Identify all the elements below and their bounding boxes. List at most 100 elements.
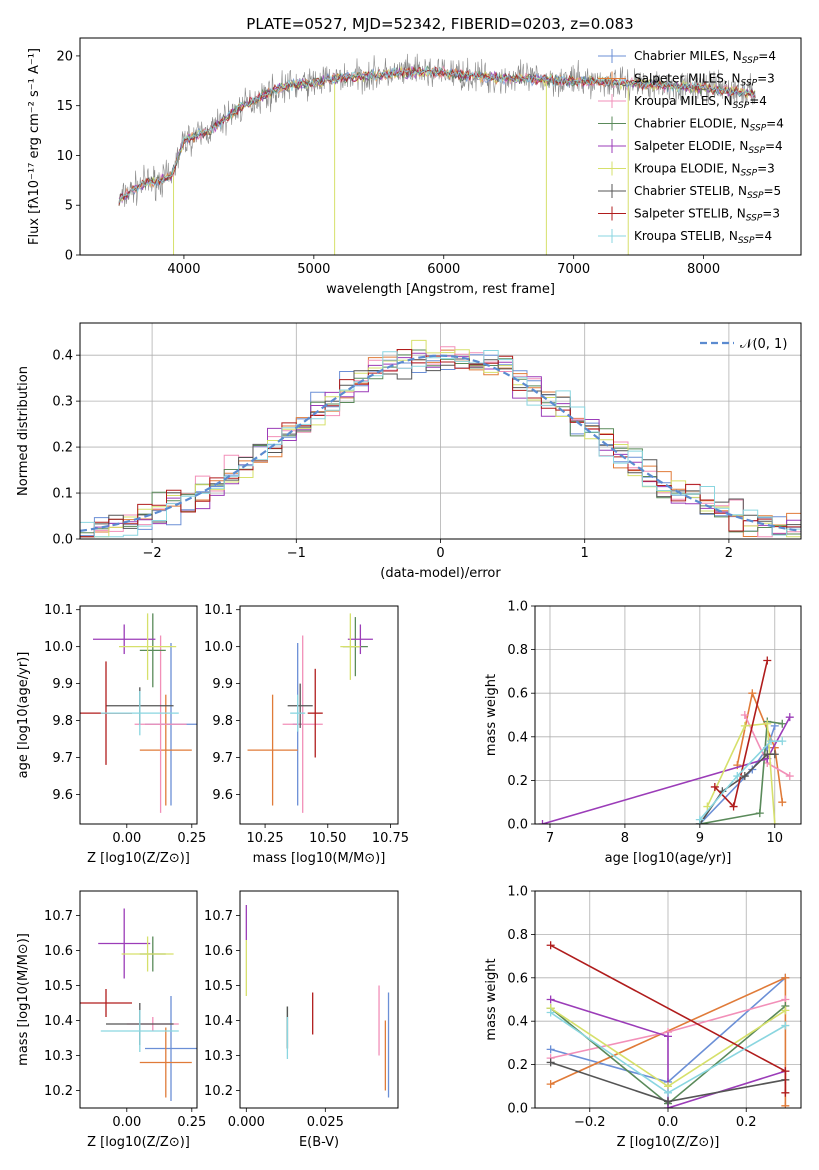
weight-point (710, 782, 719, 791)
error-bar-point (93, 624, 156, 655)
y-tick-label: 0.2 (507, 1058, 528, 1073)
legend-label: Chabrier STELIB, NSSP=5 (634, 184, 781, 201)
y-tick-label: 0.3 (52, 395, 73, 410)
weight-point (748, 689, 757, 698)
y-tick-label: 10.7 (204, 909, 233, 924)
panel-spectrum: 4000 5000 6000 7000 8000 0 5 10 15 20 wavelength [… (27, 37, 802, 297)
panel-mass-vs-ebv: 0.000 0.025 10.2 10.3 10.4 10.5 10.6 10.7 E(B-V) (204, 890, 399, 1150)
y-axis-label: Normed distribution (16, 366, 31, 496)
y-tick-label: 10.1 (204, 603, 233, 618)
x-tick-label: 9 (696, 831, 704, 846)
plot-area (546, 941, 790, 1108)
panel-weights-vs-Z: −0.2 0.0 0.2 0.0 0.2 0.4 0.6 0.8 1.0 Z [log10(Z/Z… (484, 885, 802, 1150)
weight-point (781, 1067, 790, 1076)
legend-label: Chabrier ELODIE, NSSP=4 (634, 117, 784, 134)
y-tick-label: 10.3 (204, 1049, 233, 1064)
error-bar-point (290, 694, 306, 732)
normal-curve (80, 354, 801, 532)
y-tick-label: 20 (56, 49, 73, 64)
weight-point (740, 711, 749, 719)
error-bar-point (287, 683, 313, 728)
axes-frame (79, 890, 198, 1109)
residual-histogram-9 (80, 350, 801, 538)
y-tick-label: 15 (56, 99, 73, 114)
axes-frame (239, 890, 399, 1109)
panel-residuals: −2 −1 0 1 2 0.0 0.1 0.2 0.3 0.4 (data-model)/error… (16, 322, 802, 581)
x-axis-label: mass [log10(M/M⊙)] (253, 851, 386, 866)
weight-point (778, 737, 787, 746)
error-bar-point (119, 613, 177, 680)
y-tick-label: 9.6 (212, 788, 233, 803)
y-tick-label: 0.0 (52, 533, 73, 548)
x-tick-label: 0.0 (658, 1115, 679, 1130)
x-tick-label: 0.00 (112, 1115, 141, 1130)
y-tick-label: 10.5 (44, 979, 73, 994)
x-tick-label: 6000 (427, 262, 460, 277)
y-axis-label: mass weight (484, 674, 499, 756)
error-bar-point (139, 1027, 192, 1098)
model-spectrum-8 (118, 66, 756, 206)
weight-point (781, 1021, 790, 1030)
plot-area (245, 905, 390, 1098)
x-tick-label: 0.00 (112, 831, 141, 846)
weight-series-4 (699, 720, 783, 824)
y-tick-label: 0.0 (507, 1102, 528, 1117)
y-axis-label: age [log10(age/yr)] (16, 652, 31, 779)
y-tick-label: 0.4 (507, 1015, 528, 1030)
plot-area (80, 613, 197, 813)
error-bar-point (100, 1010, 179, 1052)
error-bar-point (145, 996, 197, 1101)
y-tick-label: 0.6 (507, 971, 528, 986)
x-tick-label: 0.2 (736, 1115, 757, 1130)
panel-age-vs-Z: 0.00 0.25 9.6 9.7 9.8 9.9 10.0 10.1 Z [log10(Z/Z… (16, 603, 206, 866)
weight-point (763, 656, 772, 665)
y-axis-label: Flux [fλ10⁻¹⁷ erg cm⁻² s⁻¹ A⁻¹] (27, 48, 42, 245)
x-tick-label: 0 (436, 546, 444, 561)
y-tick-label: 0.8 (507, 928, 528, 943)
x-tick-label: 0.25 (177, 1115, 206, 1130)
weight-point (781, 1006, 790, 1015)
error-bar-point (282, 635, 323, 813)
weight-point (767, 737, 776, 746)
weight-point (546, 995, 555, 1004)
legend-label: Kroupa STELIB, NSSP=4 (634, 229, 772, 246)
plot-area (247, 613, 373, 813)
weight-point (664, 1032, 672, 1041)
legend-label: Kroupa ELODIE, NSSP=3 (634, 162, 775, 179)
y-tick-label: 9.8 (52, 714, 73, 729)
y-tick-label: 9.7 (212, 751, 233, 766)
legend-label: Kroupa MILES, NSSP=4 (634, 94, 767, 111)
weight-point (729, 802, 738, 811)
axes-frame (79, 37, 802, 256)
legend-label: Salpeter MILES, NSSP=3 (634, 72, 775, 89)
x-tick-label: 10.25 (246, 831, 283, 846)
x-tick-label: −0.2 (574, 1115, 606, 1130)
error-bar-point (247, 694, 298, 806)
weight-point (740, 772, 749, 781)
x-tick-label: 10.75 (372, 831, 409, 846)
y-tick-label: 10.2 (204, 1084, 233, 1099)
legend-label: Chabrier MILES, NSSP=4 (634, 49, 776, 66)
x-tick-label: 4000 (167, 262, 200, 277)
weight-point (546, 1045, 555, 1054)
model-spectrum-9 (118, 65, 756, 203)
axes-frame (534, 890, 802, 1109)
axes-frame (79, 605, 198, 825)
y-tick-label: 0.4 (507, 730, 528, 745)
error-bar-point (80, 989, 132, 1017)
x-tick-label: 1 (581, 546, 589, 561)
y-tick-label: 10.4 (44, 1014, 73, 1029)
x-tick-label: 0.25 (177, 831, 206, 846)
panel-weights-vs-age: 7 8 9 10 0.0 0.2 0.4 0.6 0.8 1.0 age [log10(age/yr… (484, 600, 802, 866)
weight-point (546, 1058, 555, 1067)
weight-point (695, 815, 704, 824)
weight-point (781, 1088, 790, 1097)
weight-point (770, 820, 779, 824)
y-tick-label: 5 (65, 199, 73, 214)
legend-label: Salpeter STELIB, NSSP=3 (634, 207, 780, 224)
y-tick-label: 10.5 (204, 979, 233, 994)
weight-point (785, 772, 794, 781)
legend-normal-label: 𝒩(0, 1) (740, 337, 787, 352)
plot-area (118, 53, 756, 255)
